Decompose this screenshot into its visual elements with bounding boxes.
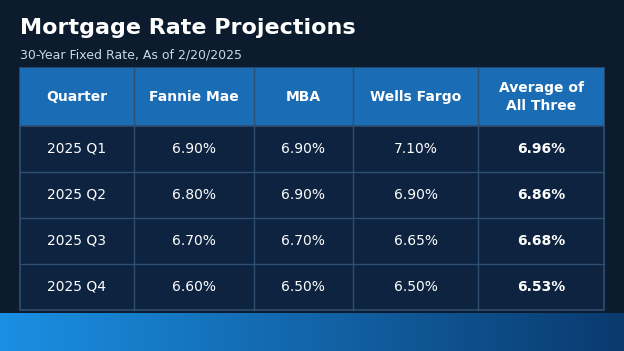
Text: 6.53%: 6.53% [517,280,565,294]
Text: 6.50%: 6.50% [394,280,437,294]
Text: MBA: MBA [286,90,321,104]
Text: Average of
All Three: Average of All Three [499,81,583,113]
Text: 6.60%: 6.60% [172,280,216,294]
Text: 7.10%: 7.10% [394,142,437,156]
Text: 6.90%: 6.90% [281,188,325,202]
Text: 6.50%: 6.50% [281,280,325,294]
Text: 6.90%: 6.90% [394,188,437,202]
Text: 2025 Q3: 2025 Q3 [47,234,107,248]
Bar [20,68,604,310]
Text: 6.70%: 6.70% [172,234,216,248]
Text: 2025 Q2: 2025 Q2 [47,188,107,202]
Text: Mortgage Rate Projections: Mortgage Rate Projections [20,18,356,38]
Text: 2025 Q1: 2025 Q1 [47,142,107,156]
Text: 30-Year Fixed Rate, As of 2/20/2025: 30-Year Fixed Rate, As of 2/20/2025 [20,48,242,61]
Text: 6.70%: 6.70% [281,234,325,248]
Bar [20,68,604,126]
Text: 6.65%: 6.65% [394,234,437,248]
Text: 6.90%: 6.90% [172,142,216,156]
Text: Wells Fargo: Wells Fargo [370,90,461,104]
Text: 6.90%: 6.90% [281,142,325,156]
Text: Fannie Mae: Fannie Mae [149,90,238,104]
Text: 6.96%: 6.96% [517,142,565,156]
Text: 2025 Q4: 2025 Q4 [47,280,107,294]
Text: 6.86%: 6.86% [517,188,565,202]
Text: 6.68%: 6.68% [517,234,565,248]
Text: Quarter: Quarter [46,90,107,104]
Text: 6.80%: 6.80% [172,188,216,202]
